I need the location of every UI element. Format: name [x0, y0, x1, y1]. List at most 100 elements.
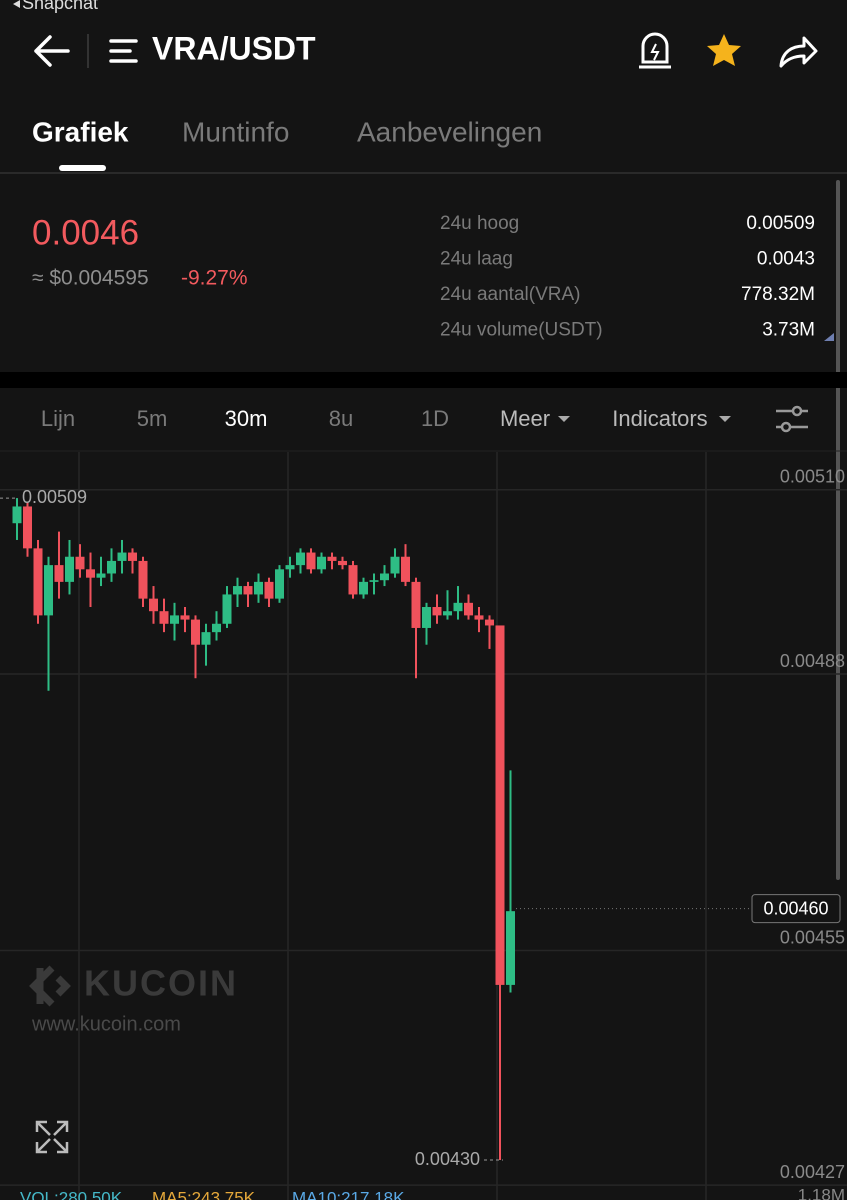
- candle-body: [138, 560, 148, 599]
- candle-body: [453, 602, 463, 612]
- y-tick-label: 0.00488: [780, 651, 845, 671]
- candle-body: [338, 560, 347, 566]
- status-back: [13, 0, 20, 8]
- fullscreen-button[interactable]: [35, 1120, 69, 1154]
- candle-body: [96, 573, 106, 578]
- favorite-star[interactable]: [707, 34, 741, 66]
- candle-body: [495, 625, 505, 985]
- ma5-legend: MA5:243.75K: [152, 1188, 256, 1200]
- candle-body: [201, 632, 211, 645]
- last-price-box: [751, 894, 841, 924]
- y-tick-label: 0.00455: [780, 927, 845, 947]
- candle-body: [401, 556, 410, 582]
- watermark-logo: [29, 965, 71, 1007]
- candle-body: [222, 594, 232, 624]
- candle-body: [65, 556, 74, 582]
- stat-label: 24u volume(USDT): [440, 320, 603, 341]
- last-price: 0.0046: [32, 213, 139, 252]
- share-icon[interactable]: [779, 36, 818, 68]
- volume-max: 1.18M: [798, 1185, 845, 1200]
- candle-body: [422, 607, 431, 628]
- candle-body: [411, 581, 421, 628]
- watermark-brand: KUCOIN: [84, 963, 238, 1004]
- dropdown-arrow: [558, 416, 570, 422]
- candle-body: [474, 615, 484, 620]
- y-tick-label: 0.00510: [780, 466, 845, 486]
- candle-body: [12, 506, 22, 524]
- candle-body: [159, 611, 169, 624]
- candle-body: [75, 556, 85, 570]
- last-price-label: 0.00460: [763, 898, 828, 918]
- candle-body: [432, 607, 442, 616]
- candle-body: [117, 552, 127, 561]
- candle-body: [275, 569, 284, 599]
- settings-icon[interactable]: [776, 405, 808, 433]
- stat-label: 24u aantal(VRA): [440, 284, 580, 305]
- timeframe[interactable]: Indicators: [612, 406, 707, 431]
- candle-body: [285, 565, 295, 570]
- change-percent: -9.27%: [181, 267, 248, 290]
- candle-body: [243, 586, 253, 595]
- candle-body: [317, 556, 326, 570]
- candle-body: [170, 615, 179, 624]
- vol-legend: VOL:280.50K: [20, 1188, 123, 1200]
- status-app[interactable]: Snapchat: [22, 0, 98, 13]
- stat-label: 24u laag: [440, 249, 513, 270]
- low-label: 0.00430: [415, 1149, 480, 1169]
- candle-body: [443, 611, 452, 616]
- candle-body: [306, 552, 316, 570]
- dropdown-arrow: [719, 416, 731, 422]
- alert-icon[interactable]: [639, 32, 671, 69]
- timeframe[interactable]: Lijn: [41, 406, 75, 431]
- tab-active[interactable]: Grafiek: [32, 116, 129, 147]
- candle-body: [369, 580, 379, 582]
- tab-underline: [59, 165, 106, 171]
- corner-marker: [824, 333, 834, 341]
- tab[interactable]: Aanbevelingen: [357, 116, 542, 147]
- candle-body: [191, 619, 200, 645]
- candle-body: [485, 619, 494, 626]
- high-label: 0.00509: [22, 487, 87, 507]
- candle-body: [212, 623, 221, 633]
- candle-body: [180, 615, 190, 620]
- candle-body: [233, 586, 242, 595]
- timeframe[interactable]: 8u: [329, 406, 353, 431]
- candle-body: [254, 581, 263, 595]
- menu-icon[interactable]: [109, 39, 138, 63]
- candle-body: [149, 598, 158, 612]
- timeframe[interactable]: 1D: [421, 406, 449, 431]
- candle-body: [23, 506, 32, 549]
- timeframe[interactable]: Meer: [500, 406, 550, 431]
- candle-body: [348, 565, 358, 595]
- stat-value: 0.0043: [757, 249, 815, 270]
- watermark-url: www.kucoin.com: [31, 1013, 181, 1035]
- candle-body: [380, 573, 389, 581]
- timeframe[interactable]: 30m: [225, 406, 268, 431]
- stat-value: 778.32M: [741, 284, 815, 305]
- candle-body: [506, 911, 515, 985]
- usd-price: ≈ $0.004595: [32, 267, 149, 290]
- back-button[interactable]: [34, 35, 70, 67]
- candle-body: [33, 548, 43, 616]
- candle-body: [86, 569, 95, 578]
- section-gap: [0, 372, 847, 388]
- scrollbar: [836, 180, 840, 880]
- candle-body: [359, 581, 368, 595]
- candle-body: [464, 602, 473, 616]
- ma10-legend: MA10:217.18K: [292, 1188, 405, 1200]
- y-tick-label: 0.00427: [780, 1162, 845, 1182]
- timeframe[interactable]: 5m: [137, 406, 168, 431]
- candle-body: [54, 565, 64, 582]
- tab[interactable]: Muntinfo: [182, 116, 289, 147]
- candle-body: [390, 556, 400, 574]
- candle-body: [107, 560, 116, 574]
- candle-body: [327, 556, 337, 561]
- stat-value: 0.00509: [746, 213, 815, 234]
- stat-value: 3.73M: [762, 320, 815, 341]
- candle-body: [128, 552, 137, 561]
- pair-title[interactable]: VRA/USDT: [152, 30, 316, 66]
- candle-body: [44, 565, 53, 616]
- candle-body: [264, 581, 274, 599]
